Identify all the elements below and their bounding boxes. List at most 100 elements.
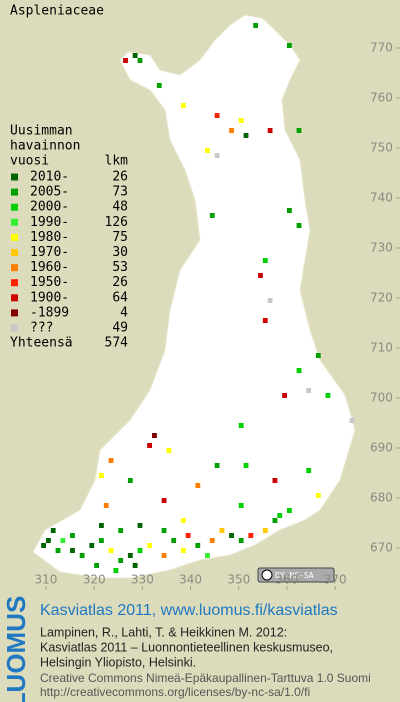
citation: Helsingin Yliopisto, Helsinki. [40, 655, 196, 669]
grid-square [214, 153, 220, 158]
logo: LUOMUS [1, 596, 31, 702]
grid-square [243, 463, 249, 468]
grid-square [147, 543, 153, 548]
grid-square [286, 208, 292, 213]
grid-square [161, 553, 167, 558]
grid-square [229, 128, 234, 133]
grid-square [315, 493, 321, 498]
grid-square [282, 393, 287, 398]
grid-square [286, 508, 292, 513]
grid-square [171, 538, 177, 543]
grid-square [55, 548, 61, 553]
grid-square [79, 553, 85, 558]
legend-label: 1990- [30, 215, 69, 230]
citation: Kasviatlas 2011 – Luonnontieteellinen ke… [40, 640, 333, 654]
grid-square [132, 53, 138, 58]
x-tick-label: 340 [179, 573, 202, 587]
grid-square [127, 478, 133, 483]
legend-label: -1899 [30, 305, 69, 320]
x-tick-label: 320 [83, 573, 106, 587]
cc-icon [261, 569, 273, 581]
badge-box [257, 567, 335, 583]
grid-square [209, 538, 215, 543]
grid-square [137, 548, 143, 553]
grid-square [147, 443, 153, 448]
grid-square [94, 563, 99, 568]
grid-square [214, 463, 220, 468]
grid-square [123, 58, 128, 63]
license-badge: BY-NC-SA [257, 567, 335, 583]
legend-label: 1960- [30, 260, 69, 275]
x-tick-label: 360 [276, 573, 299, 587]
legend-label: 1950- [30, 275, 69, 290]
y-tick-label: 680 [370, 491, 393, 505]
map-title: Aspleniaceae [10, 4, 104, 19]
y-tick-label: 720 [370, 291, 393, 305]
grid-square [98, 523, 104, 528]
grid-square [258, 273, 263, 278]
grid-square [306, 388, 312, 393]
grid-square [50, 528, 56, 533]
grid-square [272, 518, 278, 523]
legend-count: 48 [112, 200, 128, 215]
y-tick-label: 770 [370, 41, 393, 55]
citation: Lampinen, R., Lahti, T. & Heikkinen M. 2… [40, 625, 287, 639]
legend-count: 26 [112, 275, 128, 290]
grid-square [41, 543, 46, 548]
grid-square [219, 528, 225, 533]
badge-text: BY-NC-SA [275, 571, 314, 580]
legend-swatch [11, 294, 18, 302]
grid-square [262, 258, 268, 263]
grid-square [243, 133, 249, 138]
legend-swatch [11, 233, 18, 241]
grid-square [45, 538, 51, 543]
grid-square [229, 533, 234, 538]
grid-square [325, 393, 331, 398]
grid-square [180, 518, 186, 523]
x-tick-label: 350 [227, 573, 250, 587]
grid-square [262, 528, 268, 533]
grid-square [214, 113, 220, 118]
legend-label: ??? [30, 321, 53, 336]
y-tick-label: 760 [370, 91, 393, 105]
x-tick-label: 330 [131, 573, 154, 587]
grid-square [132, 563, 138, 568]
legend-swatch [11, 249, 18, 256]
legend-label: 1970- [30, 245, 69, 260]
grid-square [70, 533, 75, 538]
grid-square [185, 533, 191, 538]
legend-count: 30 [112, 245, 128, 260]
count-header: lkm [105, 154, 129, 169]
license: Creative Commons Nimeä-Epäkaupallinen-Ta… [40, 671, 371, 685]
legend-title: Uusimman [10, 124, 73, 139]
grid-square [238, 538, 244, 543]
legend-swatch [11, 188, 18, 196]
grid-square [156, 83, 162, 88]
legend-label: 2010- [30, 170, 69, 185]
legend-swatch [11, 218, 18, 226]
grid-square [152, 433, 157, 438]
grid-square [267, 128, 273, 133]
grid-square [180, 103, 186, 108]
y-tick-label: 690 [370, 441, 393, 455]
grid-square [315, 353, 321, 358]
legend-count: 75 [112, 230, 128, 245]
grid-square [161, 498, 167, 503]
grid-square [137, 523, 143, 528]
y-tick-label: 710 [370, 341, 393, 355]
grid-square [205, 148, 210, 153]
grid-square [306, 468, 312, 473]
grid-square [248, 533, 254, 538]
legend-count: 126 [105, 215, 128, 230]
grid-square [262, 318, 268, 323]
y-tick-label: 730 [370, 241, 393, 255]
grid-square [137, 58, 143, 63]
license: http://creativecommons.org/licenses/by-n… [40, 685, 310, 699]
x-tick-label: 370 [324, 573, 347, 587]
grid-square [209, 213, 215, 218]
grid-square [195, 543, 201, 548]
grid-square [113, 568, 119, 573]
legend-count: 73 [112, 185, 128, 200]
observations [41, 23, 355, 573]
